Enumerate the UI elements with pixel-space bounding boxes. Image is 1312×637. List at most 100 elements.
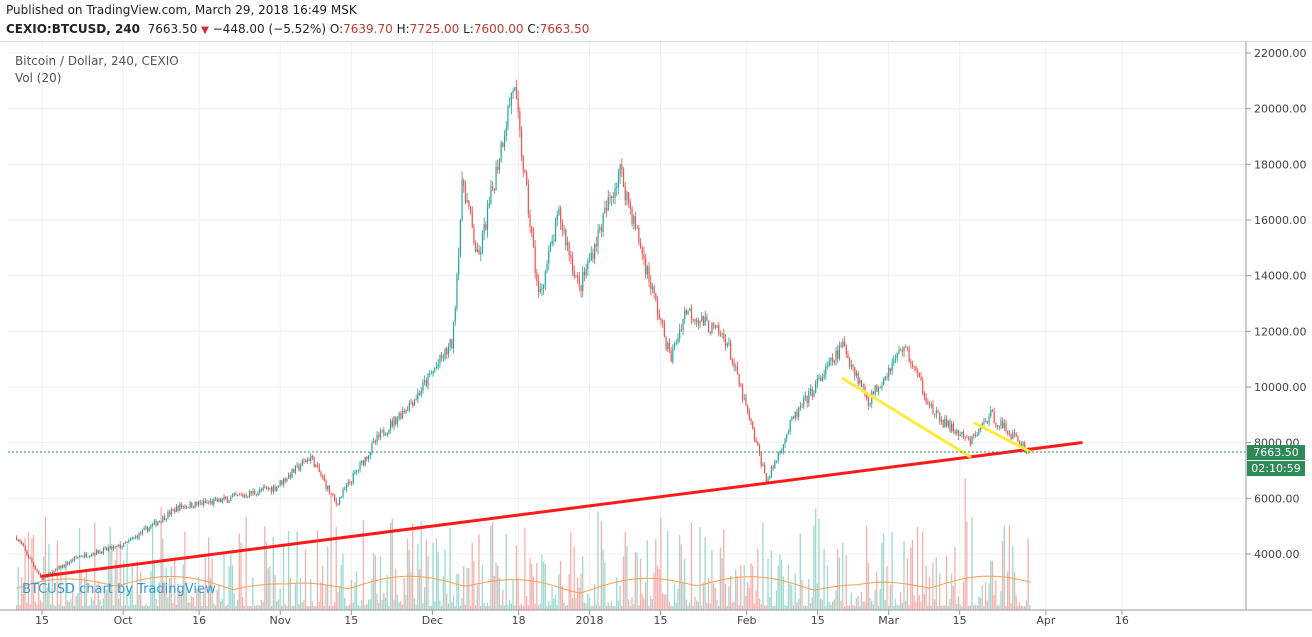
volume-bar <box>964 478 966 610</box>
candle-body <box>146 527 149 532</box>
volume-bar <box>616 577 618 610</box>
volume-bar <box>21 577 23 610</box>
volume-bar <box>168 577 171 610</box>
volume-bar <box>682 581 684 610</box>
trendlines[interactable] <box>8 377 1246 578</box>
candle-body <box>762 464 764 466</box>
volume-bar <box>991 560 994 610</box>
volume-bar <box>226 604 229 610</box>
volume-bar <box>201 605 203 610</box>
candle-body <box>560 208 562 223</box>
volume-bar <box>884 599 886 610</box>
volume-bar <box>593 584 596 610</box>
candle-body <box>228 500 230 503</box>
candle-body <box>1007 431 1009 434</box>
volume-bar <box>675 602 677 610</box>
candle-body <box>24 546 26 551</box>
volume-bar <box>673 583 676 610</box>
volume-bar <box>888 605 890 610</box>
candle-body <box>248 491 251 497</box>
volume-bar <box>561 585 563 610</box>
volume-bar <box>1017 605 1019 610</box>
volume-bar <box>653 572 655 610</box>
candle-body <box>707 320 710 333</box>
volume-bar <box>522 605 524 610</box>
candle-body <box>413 399 416 406</box>
candle-body <box>250 491 252 494</box>
volume-bar <box>325 584 327 610</box>
candle-body <box>1012 432 1014 440</box>
candle-body <box>1008 433 1011 435</box>
volume-bar <box>995 580 997 610</box>
volume-bar <box>728 586 730 610</box>
candle-body <box>757 441 759 446</box>
volume-bar <box>648 605 650 610</box>
volume-bar <box>695 600 698 610</box>
x-tick-label: Apr <box>1036 614 1056 627</box>
volume-bar <box>663 594 665 610</box>
candle-body <box>718 325 720 334</box>
volume-bar <box>408 549 410 610</box>
volume-bar <box>661 593 664 610</box>
candle-body <box>143 528 145 530</box>
candle-body <box>296 464 298 466</box>
candle-body <box>39 573 42 577</box>
volume-bar <box>1015 596 1017 610</box>
candle-body <box>429 374 431 375</box>
candle-body <box>996 425 999 427</box>
volume-bar <box>930 605 932 610</box>
candle-body <box>233 493 235 496</box>
candle-body <box>400 413 402 419</box>
volume-bar <box>342 553 344 610</box>
candle-body <box>298 464 300 470</box>
candle-body <box>626 192 628 201</box>
volume-bar <box>378 603 380 610</box>
volume-bar <box>971 517 973 610</box>
candle-body <box>891 362 893 372</box>
candle-body <box>1022 442 1024 447</box>
volume-bar <box>1025 600 1028 610</box>
candle-body <box>583 271 586 276</box>
candle-body <box>893 359 895 363</box>
y-tick-label: 6000.00 <box>1254 492 1300 505</box>
volume-bar <box>172 602 174 610</box>
candle-body <box>112 546 115 550</box>
candle-body <box>330 492 332 494</box>
candle-body <box>155 520 157 526</box>
volume-bar <box>689 602 691 610</box>
volume-bar <box>1008 525 1011 610</box>
candle-body <box>884 376 886 380</box>
volume-bar <box>939 573 941 610</box>
volume-bar <box>333 602 336 610</box>
volume-bar <box>792 605 795 610</box>
price-chart[interactable]: 22000.00 20000.00 18000.00 16000.00 14000.00… <box>0 42 1312 637</box>
volume-bar <box>746 582 749 610</box>
candle-body <box>240 494 242 496</box>
candle-body <box>378 434 380 438</box>
candle-body <box>670 351 672 362</box>
candle-body <box>95 549 98 555</box>
candle-body <box>985 420 987 422</box>
volume-bar <box>19 604 21 610</box>
volume-bar <box>107 543 110 610</box>
volume-bar <box>617 600 620 610</box>
candle-body <box>840 345 842 347</box>
candle-body <box>327 485 329 489</box>
candle-body <box>862 386 864 388</box>
candle-body <box>345 485 348 490</box>
volume-bar <box>298 604 300 610</box>
watermark[interactable]: BTCUSD chart by TradingView <box>22 582 216 597</box>
volume-bar <box>655 539 657 610</box>
volume-bar <box>879 588 881 610</box>
volume-bar <box>563 602 565 610</box>
volume-bar <box>83 577 86 610</box>
volume-bar <box>185 582 188 610</box>
published-line: Published on TradingView.com, March 29, … <box>6 3 357 17</box>
volume-bar <box>418 569 421 610</box>
candle-body <box>723 333 725 339</box>
volume-bar <box>1024 606 1026 610</box>
candle-body <box>135 536 137 538</box>
volume-bar <box>150 571 152 610</box>
candle-body <box>821 377 824 381</box>
candle-body <box>299 466 302 470</box>
